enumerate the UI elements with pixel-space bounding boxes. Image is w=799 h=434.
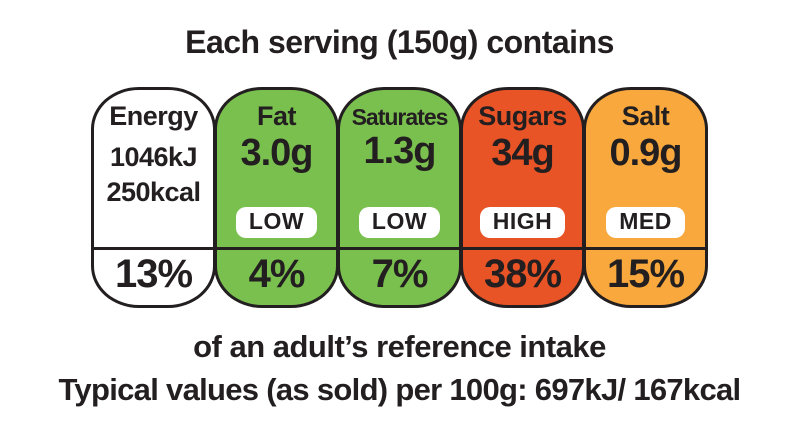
energy-values: 1046kJ 250kcal bbox=[106, 139, 201, 209]
nutrient-pill-sugars: Sugars 34g HIGH 38% bbox=[460, 86, 585, 308]
typical-values-note: Typical values (as sold) per 100g: 697kJ… bbox=[58, 371, 742, 407]
level-badge-saturates: LOW bbox=[358, 206, 441, 238]
percent-energy: 13% bbox=[94, 246, 213, 305]
nutrient-name-energy: Energy bbox=[109, 100, 198, 131]
nutrient-name-fat: Fat bbox=[257, 100, 297, 131]
nutrient-pill-fat: Fat 3.0g LOW 4% bbox=[214, 86, 339, 308]
percent-saturates: 7% bbox=[340, 246, 459, 305]
energy-value-kj: 1046kJ bbox=[109, 141, 198, 172]
nutrient-value-salt: 0.9g bbox=[609, 131, 682, 174]
nutrient-pill-salt: Salt 0.9g MED 15% bbox=[583, 86, 708, 308]
nutrient-value-fat: 3.0g bbox=[240, 131, 313, 174]
percent-sugars: 38% bbox=[463, 246, 582, 305]
traffic-light-panel: Energy 1046kJ 250kcal 13% Fat 3.0g LOW 4… bbox=[0, 86, 799, 308]
nutrient-value-sugars: 34g bbox=[491, 131, 554, 174]
nutrient-name-salt: Salt bbox=[621, 100, 670, 131]
reference-intake-note: of an adult’s reference intake bbox=[193, 328, 606, 364]
saturates-pill-top: Saturates 1.3g LOW bbox=[340, 90, 459, 247]
nutrient-pill-energy: Energy 1046kJ 250kcal 13% bbox=[91, 86, 216, 308]
sugars-pill-top: Sugars 34g HIGH bbox=[463, 90, 582, 247]
percent-salt: 15% bbox=[586, 246, 705, 305]
nutrient-value-saturates: 1.3g bbox=[363, 130, 436, 173]
nutrient-name-saturates: Saturates bbox=[351, 103, 449, 130]
energy-pill-top: Energy 1046kJ 250kcal bbox=[94, 90, 213, 247]
nutrient-pill-saturates: Saturates 1.3g LOW 7% bbox=[337, 86, 462, 308]
level-badge-sugars: HIGH bbox=[479, 206, 566, 238]
percent-fat: 4% bbox=[217, 246, 336, 305]
serving-title: Each serving (150g) contains bbox=[185, 24, 614, 60]
energy-value-kcal: 250kcal bbox=[106, 176, 201, 207]
level-badge-salt: MED bbox=[606, 206, 685, 238]
fat-pill-top: Fat 3.0g LOW bbox=[217, 90, 336, 247]
salt-pill-top: Salt 0.9g MED bbox=[586, 90, 705, 247]
nutrient-name-sugars: Sugars bbox=[478, 100, 567, 131]
level-badge-fat: LOW bbox=[235, 206, 318, 238]
